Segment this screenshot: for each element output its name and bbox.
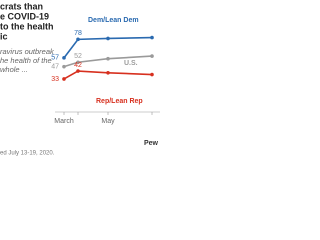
legend-label: Dem/Lean Dem [88, 17, 139, 24]
x-tick-label: May [101, 118, 115, 125]
data-label: 52 [74, 53, 82, 60]
point [62, 77, 66, 81]
footer: ed July 13-19, 2020. [0, 151, 55, 157]
data-label: 33 [51, 76, 59, 83]
source: Pew [144, 140, 159, 147]
point [150, 54, 154, 58]
point [76, 60, 80, 65]
point [62, 64, 66, 69]
chart-title: crats than [0, 1, 43, 11]
point [76, 37, 80, 42]
point [106, 71, 110, 75]
x-tick-label: March [54, 118, 74, 125]
data-label: 57 [51, 55, 59, 62]
point [62, 56, 66, 60]
chart-subtitle: whole ... [0, 65, 28, 74]
legend-label: Rep/Lean Rep [96, 98, 143, 105]
point [150, 35, 154, 40]
chart-title: to the health [0, 21, 54, 31]
chart-subtitle: ravirus outbreak [0, 47, 55, 56]
point [150, 72, 154, 77]
chart-subtitle: he health of the [0, 56, 52, 65]
data-label: 42 [74, 62, 82, 69]
data-label: 47 [51, 63, 59, 70]
chart-title: ic [0, 31, 8, 41]
series-line [63, 55, 153, 68]
series-line [63, 70, 153, 80]
series-line [63, 36, 153, 59]
chart-title: e COVID-19 [0, 11, 49, 21]
point [106, 36, 110, 41]
data-label: 78 [74, 30, 82, 37]
point [106, 56, 110, 61]
point [76, 69, 80, 73]
legend-label: U.S. [124, 60, 138, 67]
